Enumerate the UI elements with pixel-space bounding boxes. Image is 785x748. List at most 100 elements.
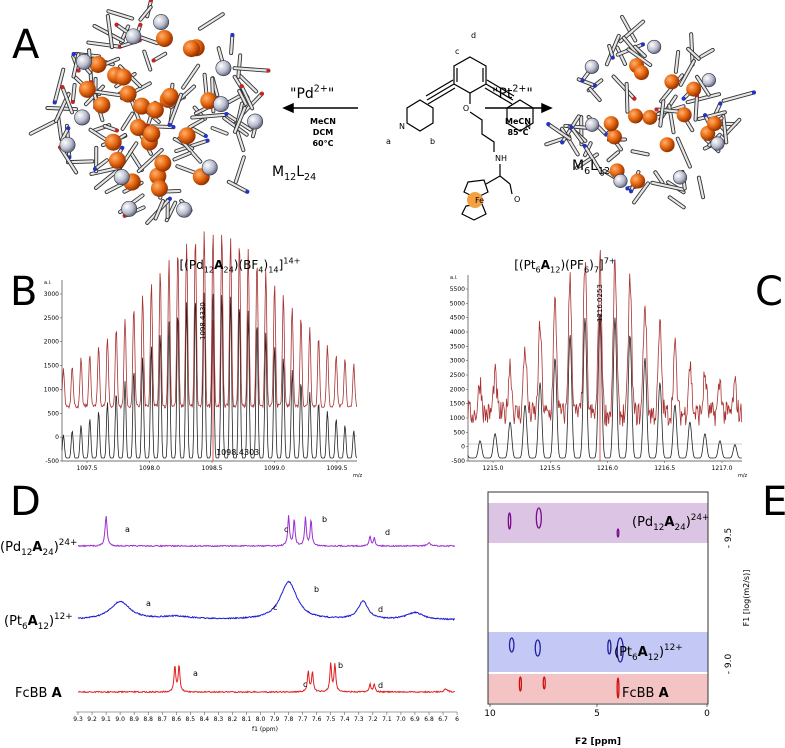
x-tick-label: 9.0 <box>115 716 125 723</box>
cage-strut-highlight <box>93 159 108 171</box>
x-tick-label: 7.6 <box>312 716 322 723</box>
x-unit: m/z <box>353 473 363 479</box>
cage-strut-highlight <box>137 148 163 173</box>
formula-part: "Pd <box>290 86 314 102</box>
metal-sphere <box>584 59 599 74</box>
x-tick-label: 1216.5 <box>654 465 675 472</box>
x-tick-label: 10 <box>484 709 496 719</box>
y-tick-label: 1000 <box>450 415 465 422</box>
cage-strut-highlight <box>686 93 721 104</box>
formula-part: 6 <box>536 265 541 275</box>
cage-strut-highlight <box>115 23 130 34</box>
formula-part: 12 <box>598 166 610 177</box>
orange-sphere <box>143 125 161 143</box>
atom <box>93 167 98 172</box>
atom <box>592 83 597 88</box>
atom <box>70 99 75 104</box>
spectrum-title: [(Pt6A12)(PF6)7]7+ <box>514 256 616 275</box>
contour <box>518 676 523 692</box>
orange-sphere <box>93 96 111 114</box>
atom-label: O <box>514 195 520 204</box>
atom <box>205 138 210 143</box>
atom <box>120 145 125 150</box>
axis-frame <box>467 275 742 462</box>
cage-strut-highlight <box>694 94 699 121</box>
measured-trace <box>467 249 743 427</box>
x-label: f1 (ppm) <box>252 726 278 733</box>
simulated-trace <box>61 292 358 459</box>
x-tick-label: 1217.0 <box>712 465 733 472</box>
formula-part: "Pt <box>492 86 513 102</box>
x-tick-label: 5 <box>594 709 600 719</box>
atom <box>569 125 574 130</box>
orange-sphere <box>129 119 147 137</box>
cage-strut-highlight <box>106 14 114 49</box>
formula-part: 12 <box>653 523 664 533</box>
atom <box>266 68 271 73</box>
band-label: (Pd12A24)24+ <box>632 513 709 533</box>
cage-strut-highlight <box>192 127 207 138</box>
x-tick-label: 1097.5 <box>77 465 98 472</box>
contour <box>607 639 612 655</box>
formula-part: ) <box>54 540 59 555</box>
cage-strut-highlight <box>690 33 694 66</box>
orange-sphere <box>149 167 167 185</box>
panel-letter: B <box>10 269 37 315</box>
formula-part: ) <box>264 258 269 272</box>
formula-part: FcBB <box>15 686 52 701</box>
formula-part: L <box>296 164 304 180</box>
cage-strut-highlight <box>697 176 705 199</box>
orange-sphere <box>603 116 619 132</box>
orange-sphere <box>119 85 137 103</box>
product: M12L24 <box>272 164 316 183</box>
x-tick-label: 8.4 <box>200 716 210 723</box>
metal-sphere <box>113 169 130 186</box>
formula-part: A <box>638 645 648 660</box>
atom <box>66 126 71 131</box>
atom <box>640 42 645 47</box>
y-tick-label: 2500 <box>450 372 465 379</box>
orange-sphere <box>114 68 132 86</box>
atom <box>610 55 615 60</box>
formula-part: A <box>664 515 674 530</box>
formula-part: L <box>590 158 598 174</box>
cage-strut-highlight <box>588 87 601 102</box>
cage-strut-highlight <box>238 89 247 106</box>
x-label: F2 [ppm] <box>575 737 621 747</box>
y-unit: a.i. <box>450 275 458 281</box>
cage-strut-highlight <box>237 54 242 79</box>
orange-sphere <box>104 133 122 151</box>
orange-sphere <box>659 137 675 153</box>
peak-letter: b <box>322 515 327 524</box>
cage-strut-highlight <box>620 15 637 42</box>
y-tick-label: - 9.0 <box>724 654 734 675</box>
y-tick-label: 5500 <box>450 286 465 293</box>
cage-strut-highlight <box>233 67 270 72</box>
cage-strut-highlight <box>695 75 710 96</box>
nmr-trace <box>77 580 456 621</box>
x-tick-label: 7.3 <box>354 716 364 723</box>
formula-part: ] <box>279 258 284 272</box>
x-tick-label: 6.9 <box>410 716 420 723</box>
metal-sphere <box>247 113 264 130</box>
cage-strut-highlight <box>61 127 70 141</box>
cage-strut-highlight <box>211 126 228 135</box>
formula-part: 6 <box>632 653 638 663</box>
contour <box>616 677 620 699</box>
atom <box>203 133 208 138</box>
orange-sphere <box>633 65 649 81</box>
orange-sphere <box>161 87 179 105</box>
metal-sphere <box>585 117 600 132</box>
x-tick-label: 7.2 <box>368 716 378 723</box>
cage-strut-highlight <box>182 64 200 89</box>
peak-letter: a <box>146 599 151 608</box>
formula-part: (Pt <box>614 645 632 660</box>
cage-strut-highlight <box>668 196 685 209</box>
cage-strut-highlight <box>608 44 614 59</box>
x-tick-label: 7.4 <box>340 716 350 723</box>
formula-part: 12 <box>204 265 214 275</box>
formula-part: 24 <box>223 265 233 275</box>
y-tick-label: -500 <box>45 458 59 465</box>
nmr-trace <box>77 662 456 694</box>
band-label: FcBB A <box>622 686 669 701</box>
